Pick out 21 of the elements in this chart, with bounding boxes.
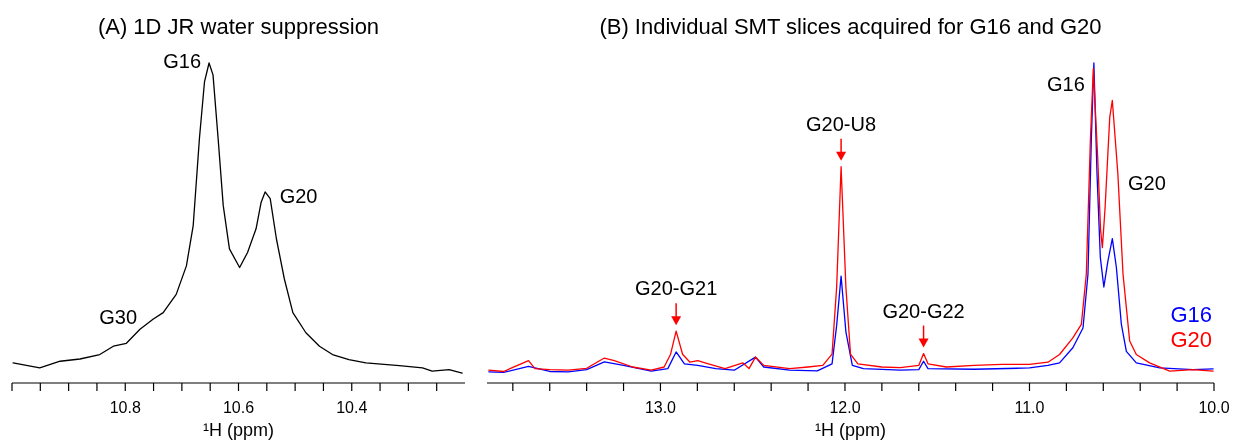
x-tick-label: 12.0 <box>829 399 861 416</box>
x-tick-label: 13.0 <box>644 399 677 416</box>
annotation: G30 <box>99 306 138 329</box>
annotation: G16 <box>163 50 202 73</box>
annotation: G20-G22 <box>882 299 965 322</box>
series-label: G20 <box>1170 327 1212 352</box>
annotation: G20-G21 <box>635 277 718 300</box>
chart-title: (B) Individual SMT slices acquired for G16 and G20 <box>599 14 1102 39</box>
x-tick-label: 10.6 <box>222 399 255 416</box>
chart-title: (A) 1D JR water suppression <box>97 14 380 39</box>
x-tick-label: 10.8 <box>109 399 141 416</box>
x-tick-label: 10.0 <box>1198 399 1230 416</box>
annotation: G20 <box>279 184 318 207</box>
annotation: G20-U8 <box>806 112 877 135</box>
x-tick-label: 11.0 <box>1014 399 1045 416</box>
annotation: G16 <box>1046 72 1085 95</box>
x-tick-label: 10.4 <box>336 399 368 416</box>
x-axis-title: ¹H (ppm) <box>203 420 274 440</box>
x-axis-title: ¹H (ppm) <box>815 420 886 440</box>
annotation: G20 <box>1128 171 1166 194</box>
series-label: G16 <box>1170 302 1212 327</box>
